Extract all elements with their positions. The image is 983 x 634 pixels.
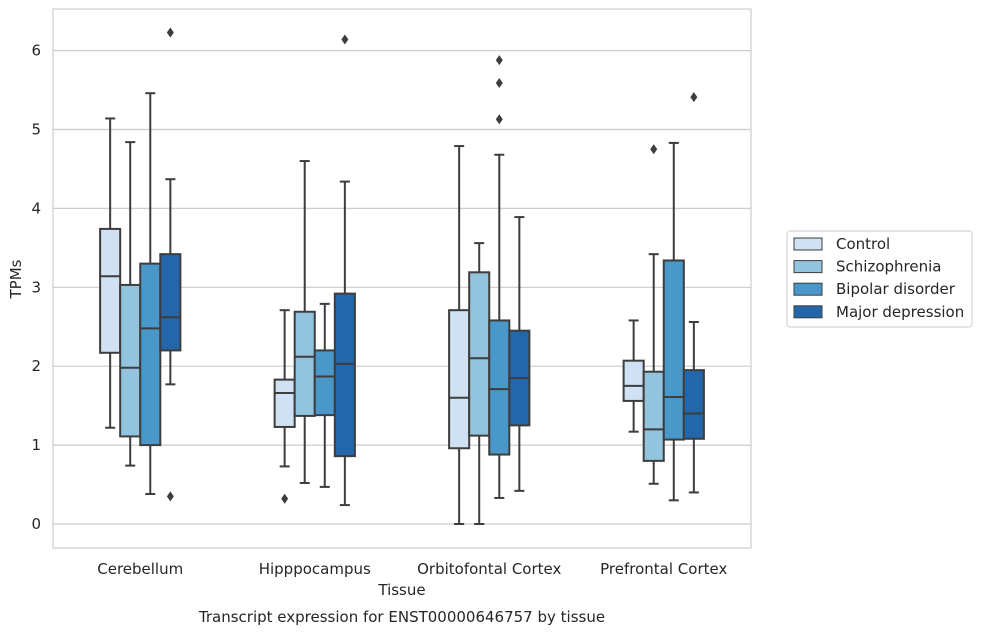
y-tick-label: 1	[31, 436, 41, 454]
box-marks	[99, 27, 705, 525]
box-group	[139, 92, 162, 496]
legend: Control Schizophrenia Bipolar disorder Majo…	[786, 230, 973, 328]
outlier-point	[281, 493, 289, 504]
iqr-box	[99, 227, 122, 354]
box-group	[333, 34, 356, 507]
legend-label: Control	[836, 235, 890, 253]
x-tick-label: Hipppocampus	[259, 560, 371, 578]
iqr-box	[682, 369, 705, 440]
box-group	[642, 144, 665, 485]
outlier-point	[495, 55, 503, 66]
box-group	[293, 160, 316, 484]
legend-frame	[786, 230, 973, 328]
legend-label: Schizophrenia	[836, 258, 941, 276]
iqr-box	[119, 283, 142, 438]
outlier-point	[341, 34, 349, 45]
box-group	[313, 302, 336, 488]
iqr-box	[273, 378, 296, 428]
iqr-box	[333, 292, 356, 458]
legend-swatch	[793, 260, 823, 274]
iqr-box	[622, 359, 645, 402]
iqr-box	[293, 310, 316, 417]
plot-area-frame	[52, 8, 752, 549]
iqr-box	[139, 262, 162, 447]
x-tick-labels: Cerebellum Hipppocampus Orbitofontal Corte…	[97, 560, 727, 578]
iqr-box	[468, 271, 491, 437]
box-group	[468, 242, 491, 525]
iqr-box	[662, 259, 685, 441]
legend-swatch	[793, 282, 823, 296]
y-tick-labels: 0 1 2 3 4 5 6	[31, 42, 41, 533]
outlier-point	[495, 114, 503, 125]
x-axis-title: Tissue	[377, 581, 425, 599]
outlier-point	[166, 491, 174, 502]
iqr-box	[488, 319, 511, 456]
box-group	[448, 145, 471, 525]
iqr-box	[313, 349, 336, 417]
x-tick-label: Prefrontal Cortex	[600, 560, 727, 578]
legend-swatch	[793, 237, 823, 251]
iqr-box	[159, 253, 182, 352]
y-tick-label: 4	[31, 199, 41, 217]
legend-label: Major depression	[836, 303, 964, 321]
y-axis-title: TPMs	[7, 259, 25, 299]
iqr-box	[448, 309, 471, 450]
outlier-point	[495, 77, 503, 88]
legend-label: Bipolar disorder	[836, 280, 956, 298]
y-tick-label: 6	[31, 42, 41, 60]
y-tick-label: 3	[31, 278, 41, 296]
box-group	[622, 319, 645, 433]
y-tick-label: 5	[31, 121, 41, 139]
outlier-point	[166, 27, 174, 38]
y-tick-label: 0	[31, 515, 41, 533]
outlier-point	[690, 92, 698, 103]
box-group	[159, 27, 182, 502]
box-group	[662, 141, 685, 502]
box-group	[119, 141, 142, 467]
legend-swatch	[793, 305, 823, 319]
x-tick-label: Orbitofontal Cortex	[417, 560, 561, 578]
outlier-point	[650, 144, 658, 155]
box-group	[99, 117, 122, 429]
x-tick-label: Cerebellum	[97, 560, 183, 578]
box-group	[273, 309, 296, 504]
iqr-box	[642, 370, 665, 462]
box-group	[682, 92, 705, 494]
chart-caption: Transcript expression for ENST0000064675…	[198, 608, 605, 626]
box-group	[508, 216, 531, 492]
box-group	[488, 55, 511, 499]
y-tick-label: 2	[31, 357, 41, 375]
